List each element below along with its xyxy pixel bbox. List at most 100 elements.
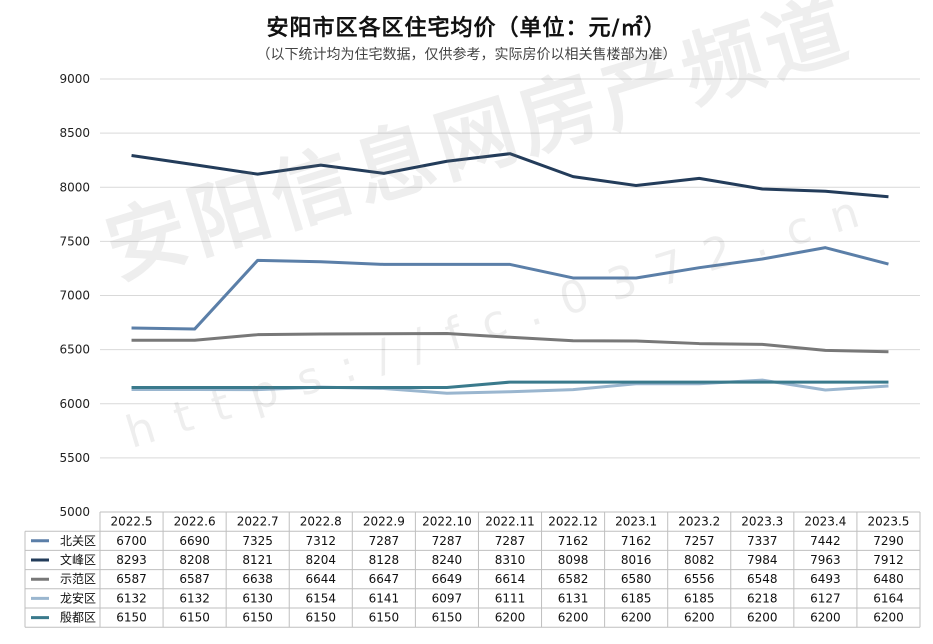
y-tick-label: 5000: [59, 505, 90, 519]
data-label: 7325: [242, 534, 273, 548]
data-label: 8208: [179, 553, 210, 567]
data-label: 8082: [684, 553, 715, 567]
x-tick-label: 2023.4: [804, 515, 846, 529]
data-label: 6218: [747, 591, 778, 605]
y-tick-label: 5500: [59, 451, 90, 465]
data-label: 8098: [558, 553, 589, 567]
data-label: 6614: [495, 572, 526, 586]
data-table: 2022.5 2022.6 2022.7 2022.8 2022.9 2022.10 202…: [24, 511, 921, 628]
legend-label: 龙安区: [60, 590, 96, 605]
data-label: 6127: [810, 591, 841, 605]
legend-label: 示范区: [60, 572, 96, 586]
y-tick-label: 8500: [59, 126, 90, 140]
data-label: 7287: [432, 534, 463, 548]
data-label: 7162: [621, 534, 652, 548]
data-label: 6493: [810, 572, 841, 586]
data-label: 7912: [873, 553, 904, 567]
data-label: 6649: [432, 572, 463, 586]
data-label: 8240: [432, 553, 463, 567]
data-label: 7287: [495, 534, 526, 548]
data-label: 8310: [495, 553, 526, 567]
y-tick-label: 9000: [59, 72, 90, 86]
data-label: 6200: [873, 611, 904, 625]
data-label: 6132: [179, 591, 210, 605]
data-label: 8121: [242, 553, 273, 567]
data-label: 6200: [495, 611, 526, 625]
chart-title: 安阳市区各区住宅均价（单位：元/㎡）: [266, 16, 667, 41]
y-tick-label: 8000: [59, 180, 90, 194]
data-label: 6097: [432, 591, 463, 605]
legend-label: 北关区: [60, 534, 96, 548]
data-label: 6200: [558, 611, 589, 625]
x-tick-label: 2023.2: [678, 515, 720, 529]
data-label: 6164: [873, 591, 904, 605]
y-axis: 5000 5500 6000 6500 7000 7500 8000 8500 9000: [59, 72, 90, 519]
x-tick-label: 2022.12: [548, 515, 598, 529]
x-tick-label: 2023.5: [867, 515, 909, 529]
data-label: 6150: [116, 611, 147, 625]
grid-layer: [100, 78, 920, 513]
data-label: 6132: [116, 591, 147, 605]
data-label: 6200: [747, 611, 778, 625]
data-label: 6556: [684, 572, 715, 586]
series-line-4: [131, 380, 889, 390]
data-label: 6185: [621, 591, 652, 605]
data-label: 6150: [179, 611, 210, 625]
x-tick-label: 2022.9: [363, 515, 405, 529]
data-label: 7984: [747, 553, 778, 567]
data-label: 6587: [116, 572, 147, 586]
data-label: 6548: [747, 572, 778, 586]
data-label: 6587: [179, 572, 210, 586]
data-label: 7337: [747, 534, 778, 548]
series-line-1: [131, 152, 889, 199]
data-label: 6200: [684, 611, 715, 625]
data-label: 6150: [369, 611, 400, 625]
data-label: 6200: [621, 611, 652, 625]
data-label: 6638: [242, 572, 273, 586]
y-tick-label: 7000: [59, 289, 90, 303]
data-label: 6150: [305, 611, 336, 625]
data-label: 6130: [242, 591, 273, 605]
chart-subtitle: （以下统计均为住宅数据，仅供参考，实际房价以相关售楼部为准）: [256, 47, 677, 63]
data-label: 6141: [369, 591, 400, 605]
data-label: 7963: [810, 553, 841, 567]
x-tick-label: 2022.11: [485, 515, 535, 529]
data-label: 8016: [621, 553, 652, 567]
y-tick-label: 7500: [59, 234, 90, 248]
data-label: 6185: [684, 591, 715, 605]
data-label: 6150: [432, 611, 463, 625]
data-label: 6131: [558, 591, 589, 605]
x-tick-label: 2023.3: [741, 515, 783, 529]
data-label: 7257: [684, 534, 715, 548]
data-label: 6700: [116, 534, 147, 548]
x-tick-label: 2022.8: [300, 515, 342, 529]
data-label: 6582: [558, 572, 589, 586]
data-label: 6644: [305, 572, 336, 586]
series-line-0: [131, 246, 889, 331]
data-label: 7442: [810, 534, 841, 548]
data-label: 6111: [495, 591, 526, 605]
data-label: 7162: [558, 534, 589, 548]
series-layer: [131, 152, 889, 395]
x-tick-label: 2022.10: [422, 515, 472, 529]
x-tick-label: 2022.6: [174, 515, 216, 529]
y-tick-label: 6500: [59, 343, 90, 357]
legend-label: 殷都区: [60, 611, 96, 625]
data-label: 7287: [369, 534, 400, 548]
data-label: 8204: [305, 553, 336, 567]
data-label: 6647: [369, 572, 400, 586]
data-label: 7312: [305, 534, 336, 548]
data-label: 6200: [810, 611, 841, 625]
data-label: 8128: [369, 553, 400, 567]
x-tick-label: 2023.1: [615, 515, 657, 529]
data-label: 6480: [873, 572, 904, 586]
data-label: 8293: [116, 553, 147, 567]
data-label: 6150: [242, 611, 273, 625]
series-line-2: [131, 331, 889, 354]
data-label: 6154: [305, 591, 336, 605]
data-label: 6580: [621, 572, 652, 586]
data-label: 6690: [179, 534, 210, 548]
x-tick-label: 2022.5: [111, 515, 153, 529]
x-tick-label: 2022.7: [237, 515, 279, 529]
